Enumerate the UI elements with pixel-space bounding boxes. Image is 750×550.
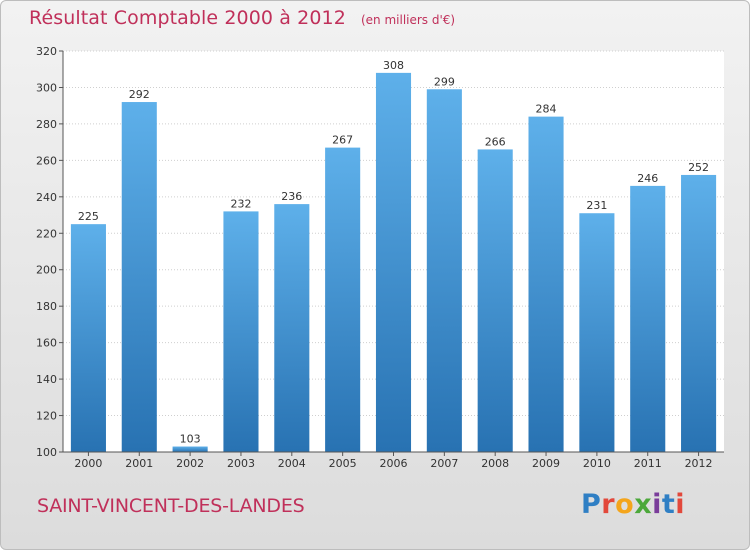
data-label: 252 — [688, 161, 709, 174]
bar-2010 — [579, 213, 615, 452]
data-label: 246 — [637, 172, 658, 185]
chart-title-row: Résultat Comptable 2000 à 2012 (en milli… — [29, 7, 455, 29]
bar-2001 — [121, 102, 157, 452]
data-label: 225 — [78, 210, 99, 223]
y-tick-label: 180 — [36, 300, 57, 313]
chart-title: Résultat Comptable 2000 à 2012 — [29, 7, 346, 29]
logo-letter: x — [634, 489, 653, 520]
data-label: 284 — [536, 103, 557, 116]
data-label: 231 — [586, 199, 607, 212]
x-tick-label: 2001 — [125, 457, 153, 470]
x-tick-label: 2011 — [634, 457, 662, 470]
data-label: 292 — [129, 88, 150, 101]
x-tick-label: 2003 — [227, 457, 255, 470]
bar-2005 — [325, 147, 361, 452]
x-tick-label: 2010 — [583, 457, 611, 470]
x-tick-label: 2012 — [685, 457, 713, 470]
data-label: 236 — [281, 190, 302, 203]
data-label: 103 — [180, 433, 201, 446]
data-label: 232 — [230, 197, 251, 210]
logo-letter: P — [581, 489, 602, 520]
y-tick-label: 200 — [36, 264, 57, 277]
y-tick-label: 240 — [36, 191, 57, 204]
bar-2012 — [681, 174, 717, 453]
x-tick-label: 2000 — [74, 457, 102, 470]
chart-unit: (en milliers d'€) — [360, 13, 456, 27]
logo-letter: i — [675, 489, 686, 520]
x-tick-label: 2007 — [430, 457, 458, 470]
bar-2009 — [528, 116, 564, 453]
bar-2008 — [477, 149, 513, 452]
logo-letter: r — [601, 489, 616, 520]
logo-letter: o — [615, 489, 635, 520]
y-tick-label: 120 — [36, 410, 57, 423]
bar-2004 — [274, 204, 310, 452]
y-tick-label: 320 — [36, 45, 57, 58]
bar-2002 — [172, 446, 208, 452]
y-tick-label: 220 — [36, 227, 57, 240]
logo-letter: i — [652, 489, 662, 520]
y-tick-label: 280 — [36, 118, 57, 131]
city-name: SAINT-VINCENT-DES-LANDES — [37, 495, 305, 517]
proxiti-logo: Proxiti — [581, 489, 685, 520]
data-label: 267 — [332, 134, 353, 147]
bar-2011 — [630, 185, 666, 452]
bar-2000 — [70, 224, 106, 452]
x-tick-label: 2006 — [380, 457, 408, 470]
bar-2006 — [375, 72, 412, 452]
x-tick-label: 2008 — [481, 457, 509, 470]
logo-letter: t — [661, 489, 676, 520]
data-label: 266 — [485, 135, 506, 148]
y-tick-label: 260 — [36, 154, 57, 167]
y-tick-label: 160 — [36, 337, 57, 350]
bar-2003 — [223, 211, 259, 452]
data-label: 299 — [434, 75, 455, 88]
x-tick-label: 2009 — [532, 457, 560, 470]
bar-2007 — [426, 89, 462, 452]
x-tick-label: 2005 — [329, 457, 357, 470]
x-tick-label: 2002 — [176, 457, 204, 470]
y-tick-label: 100 — [36, 446, 57, 459]
data-label: 308 — [383, 59, 404, 72]
y-tick-label: 140 — [36, 373, 57, 386]
y-tick-label: 300 — [36, 81, 57, 94]
x-tick-label: 2004 — [278, 457, 306, 470]
